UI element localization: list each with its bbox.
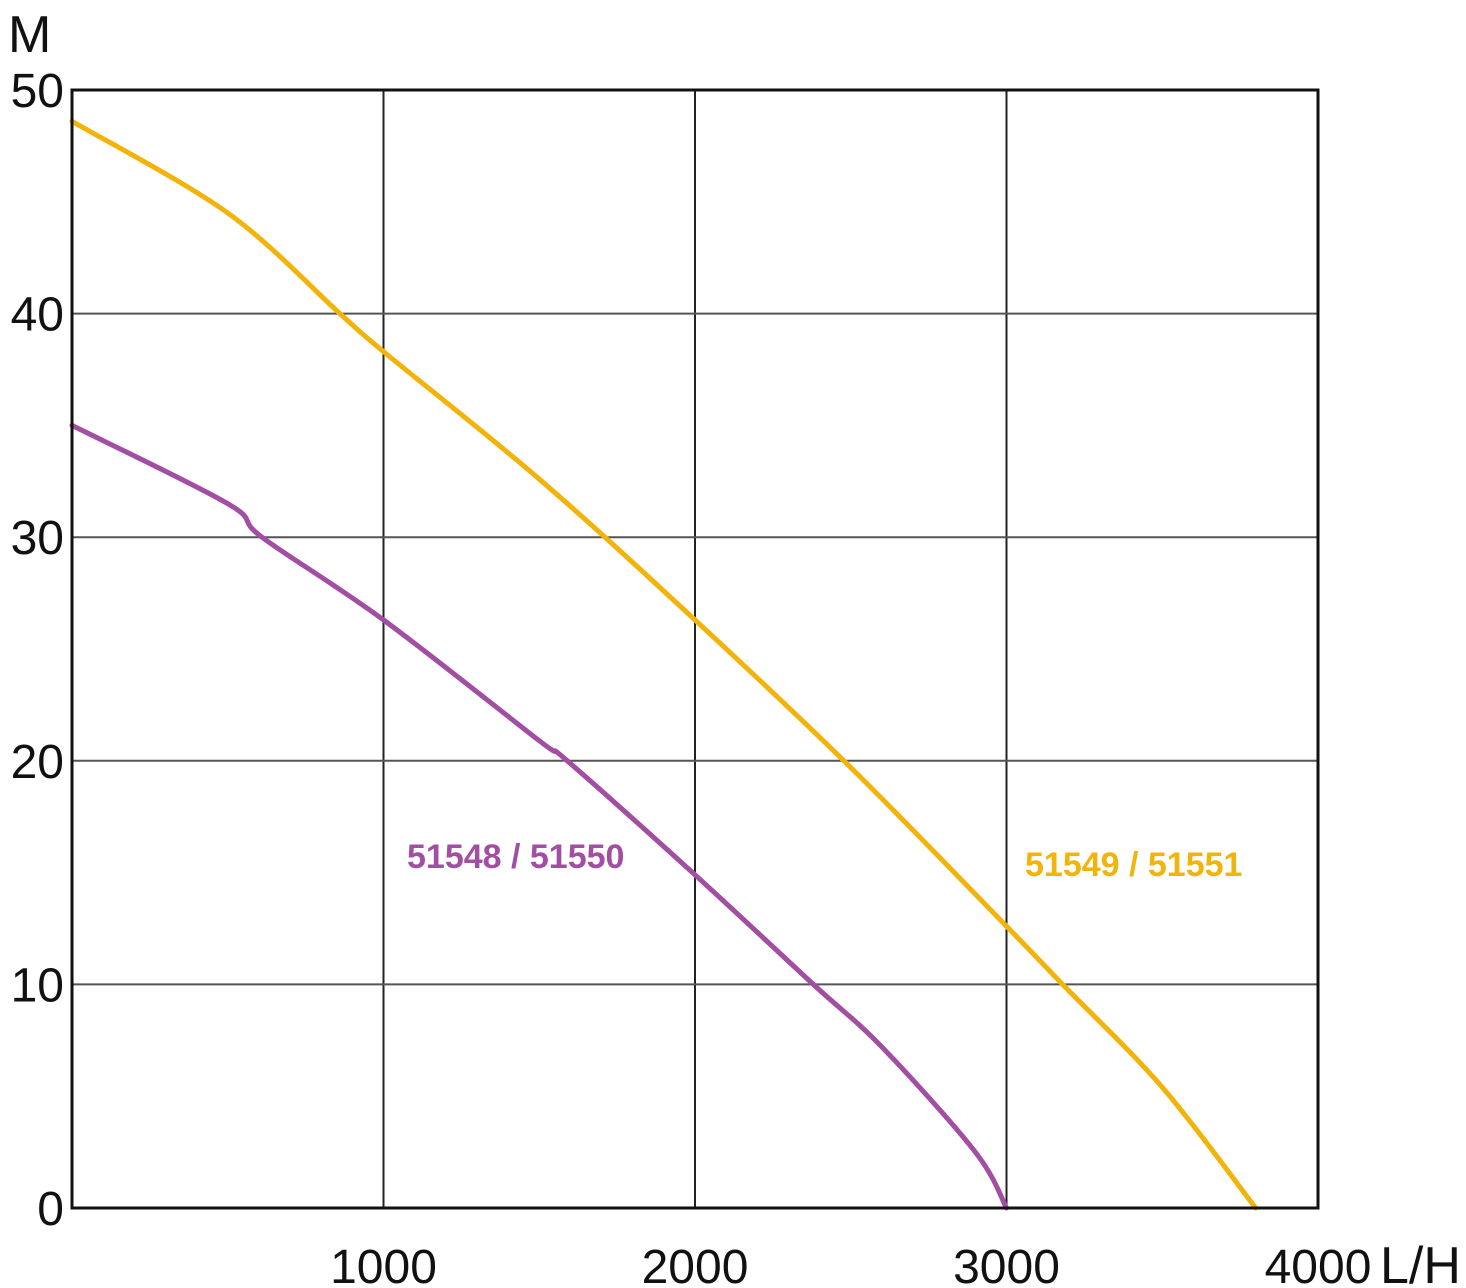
y-axis-label: M [8, 6, 51, 64]
y-tick-label: 0 [37, 1183, 64, 1236]
y-tick-label: 10 [11, 959, 64, 1012]
plot-frame [70, 88, 1320, 1210]
y-tick-label: 30 [11, 512, 64, 565]
x-tick-label: 3000 [953, 1241, 1060, 1288]
x-tick-label: 4000 [1265, 1241, 1372, 1288]
axis-labels: 1000 2000 3000 4000 0 10 20 30 40 50 51549 / 51551… [11, 65, 1372, 1288]
y-tick-label: 20 [11, 736, 64, 789]
grid-lines [72, 90, 1318, 1208]
y-tick-label: 50 [11, 65, 64, 118]
series-line-0 [69, 118, 1259, 1211]
x-tick-label: 1000 [330, 1241, 437, 1288]
y-tick-label: 40 [11, 289, 64, 342]
series-label-1: 51548 / 51550 [407, 838, 624, 876]
series-lines [69, 118, 1259, 1211]
x-axis-label: L/H [1380, 1237, 1461, 1288]
x-tick-label: 2000 [642, 1241, 749, 1288]
series-label-0: 51549 / 51551 [1025, 846, 1242, 884]
series-line-1 [69, 422, 1009, 1211]
